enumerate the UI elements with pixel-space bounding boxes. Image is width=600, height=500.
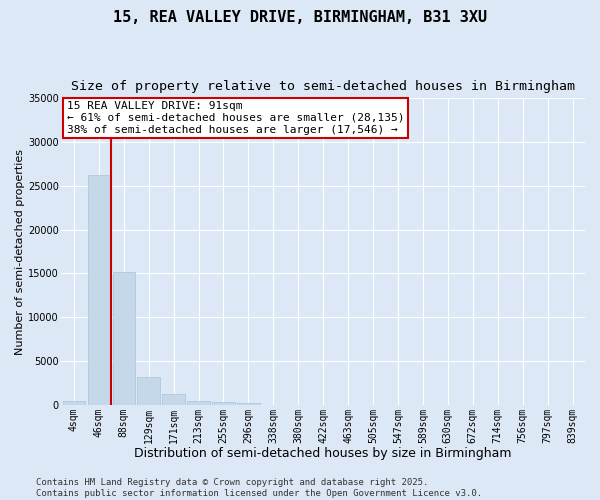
- Bar: [163, 394, 185, 405]
- Bar: [88, 176, 110, 405]
- X-axis label: Distribution of semi-detached houses by size in Birmingham: Distribution of semi-detached houses by …: [134, 447, 512, 460]
- Bar: [113, 272, 135, 405]
- Title: Size of property relative to semi-detached houses in Birmingham: Size of property relative to semi-detach…: [71, 80, 575, 93]
- Bar: [237, 404, 260, 405]
- Bar: [212, 402, 235, 405]
- Bar: [187, 401, 210, 405]
- Text: Contains HM Land Registry data © Crown copyright and database right 2025.
Contai: Contains HM Land Registry data © Crown c…: [36, 478, 482, 498]
- Bar: [62, 402, 85, 405]
- Text: 15 REA VALLEY DRIVE: 91sqm
← 61% of semi-detached houses are smaller (28,135)
38: 15 REA VALLEY DRIVE: 91sqm ← 61% of semi…: [67, 102, 404, 134]
- Y-axis label: Number of semi-detached properties: Number of semi-detached properties: [15, 148, 25, 354]
- Text: 15, REA VALLEY DRIVE, BIRMINGHAM, B31 3XU: 15, REA VALLEY DRIVE, BIRMINGHAM, B31 3X…: [113, 10, 487, 25]
- Bar: [137, 377, 160, 405]
